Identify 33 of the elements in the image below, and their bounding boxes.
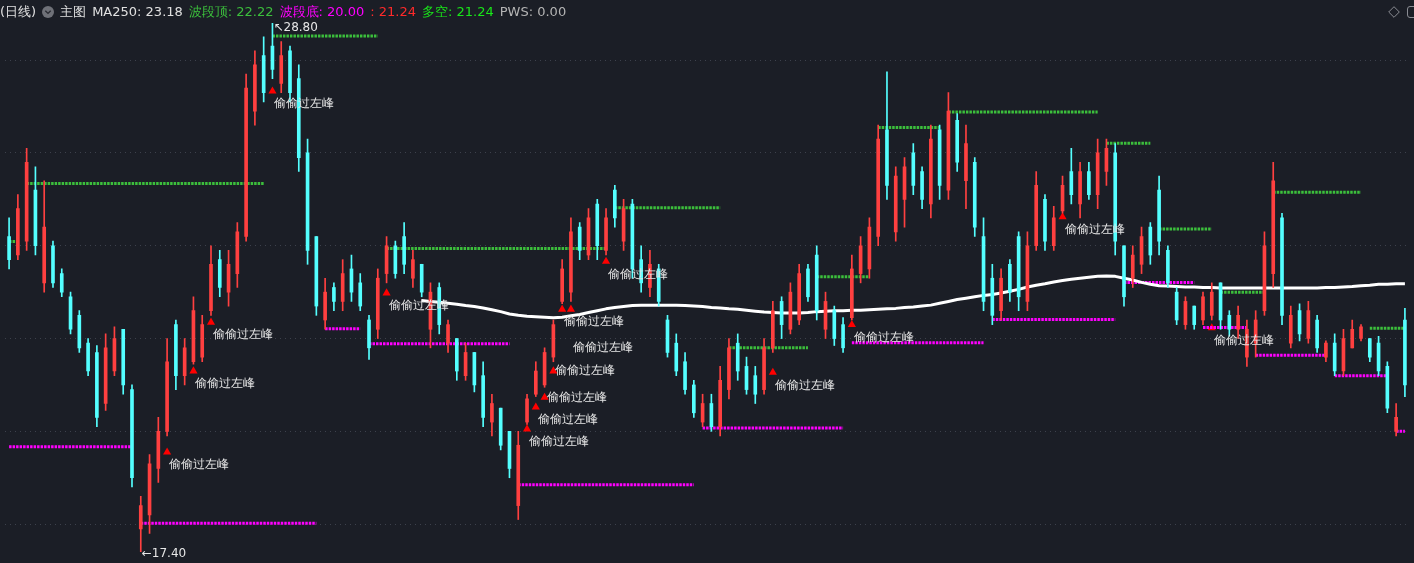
chart-title: (日线) bbox=[0, 3, 37, 20]
text: 多空: 21.24 bbox=[422, 3, 494, 20]
text: PWS: 0.00 bbox=[499, 3, 567, 20]
data-label: 偷偷过左峰 bbox=[774, 377, 835, 392]
data-label: 偷偷过左峰 bbox=[213, 327, 273, 342]
text: : 21.24 bbox=[370, 3, 417, 20]
point bbox=[531, 402, 540, 410]
text: 主图 bbox=[60, 3, 87, 20]
text: MA250: 23.18 bbox=[92, 3, 183, 20]
text: 波段底: 20.00 bbox=[279, 3, 365, 20]
point bbox=[382, 288, 391, 296]
data-label: 偷偷过左峰 bbox=[572, 340, 633, 355]
point bbox=[566, 304, 575, 312]
point bbox=[558, 304, 567, 312]
data-label: 偷偷过左峰 bbox=[537, 412, 598, 427]
data-label: 偷偷过左峰 bbox=[529, 434, 590, 449]
point bbox=[847, 319, 856, 327]
annotation: ←17.40 bbox=[141, 546, 187, 561]
text: 波段顶: 22.22 bbox=[188, 3, 274, 20]
data-label: 偷偷过左峰 bbox=[169, 457, 230, 472]
point bbox=[768, 367, 777, 375]
annotation: ↖28.80 bbox=[273, 20, 318, 35]
data-label: 偷偷过左峰 bbox=[555, 363, 616, 378]
data-label: 偷偷过左峰 bbox=[546, 389, 607, 404]
data-label: 偷偷过左峰 bbox=[195, 376, 256, 391]
point bbox=[189, 366, 198, 374]
data-label: 偷偷过左峰 bbox=[564, 314, 625, 329]
point bbox=[268, 86, 277, 94]
point bbox=[163, 447, 172, 455]
point bbox=[522, 424, 532, 432]
data-label: 偷偷过左峰 bbox=[853, 329, 914, 344]
point bbox=[206, 317, 216, 325]
point bbox=[601, 256, 611, 264]
